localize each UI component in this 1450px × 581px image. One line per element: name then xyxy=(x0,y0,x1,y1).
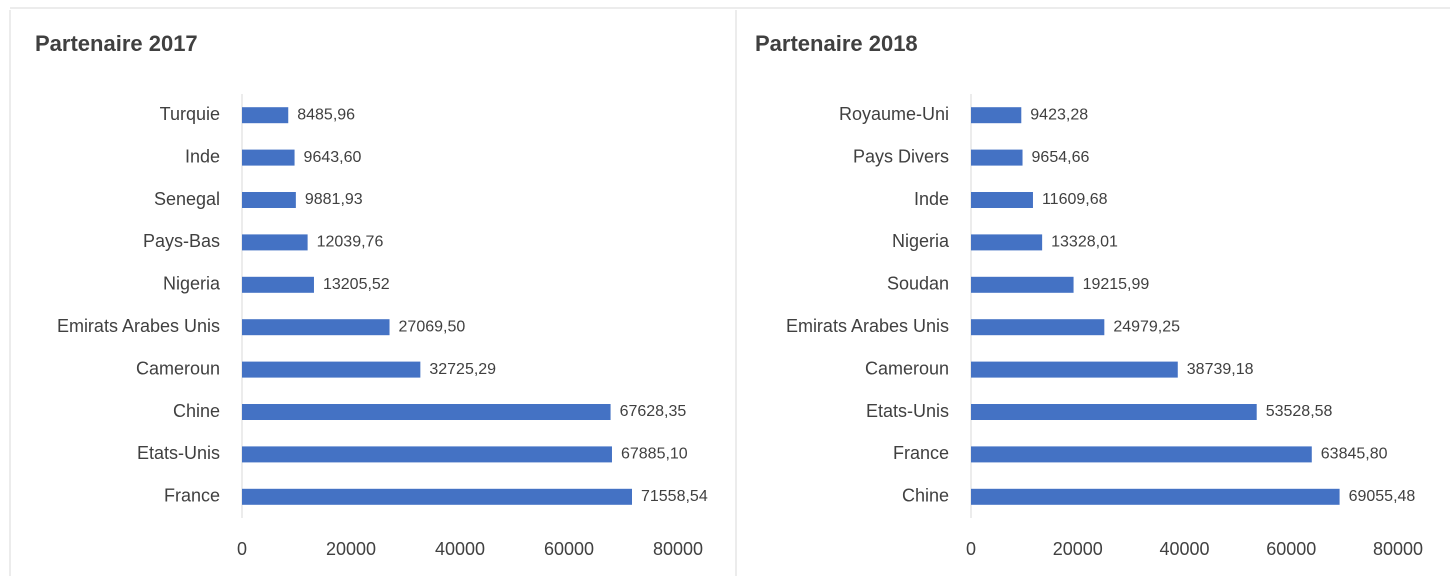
bar xyxy=(242,107,289,124)
y-tick-label: Etats-Unis xyxy=(866,401,949,421)
y-tick-label: France xyxy=(893,443,949,463)
bar xyxy=(971,404,1257,420)
data-label: 12039,76 xyxy=(317,234,384,251)
y-tick-label: Etats-Unis xyxy=(137,443,220,463)
y-tick-label: Inde xyxy=(185,146,220,166)
bar xyxy=(971,107,1022,124)
data-label: 69055,48 xyxy=(1349,488,1416,505)
data-label: 9643,60 xyxy=(304,149,362,166)
chart-title: Partenaire 2017 xyxy=(35,31,198,56)
y-tick-label: Chine xyxy=(173,401,220,421)
data-label: 38739,18 xyxy=(1187,361,1254,378)
y-tick-label: Royaume-Uni xyxy=(839,104,949,124)
x-tick-label: 40000 xyxy=(1159,539,1209,559)
data-label: 13205,52 xyxy=(323,276,390,293)
bar xyxy=(971,149,1023,166)
data-label: 67885,10 xyxy=(621,446,688,463)
bar xyxy=(971,234,1043,251)
data-label: 67628,35 xyxy=(620,403,687,420)
x-tick-label: 20000 xyxy=(326,539,376,559)
data-label: 32725,29 xyxy=(429,361,496,378)
bar xyxy=(971,276,1074,293)
x-tick-label: 60000 xyxy=(544,539,594,559)
x-tick-label: 40000 xyxy=(435,539,485,559)
data-label: 13328,01 xyxy=(1051,234,1118,251)
x-tick-label: 80000 xyxy=(653,539,703,559)
bar xyxy=(971,446,1312,463)
y-tick-label: Pays Divers xyxy=(853,146,949,166)
bar xyxy=(971,319,1105,336)
y-tick-label: Emirats Arabes Unis xyxy=(786,316,949,336)
bar xyxy=(242,192,296,208)
bar xyxy=(971,192,1033,208)
data-label: 19215,99 xyxy=(1083,276,1150,293)
bar xyxy=(242,488,632,505)
bar xyxy=(242,149,295,166)
bar xyxy=(242,446,612,463)
bar xyxy=(971,488,1340,505)
data-label: 11609,68 xyxy=(1042,191,1108,208)
bar xyxy=(971,361,1178,378)
y-tick-label: Soudan xyxy=(887,274,949,294)
y-tick-label: Nigeria xyxy=(163,274,221,294)
x-tick-label: 20000 xyxy=(1053,539,1103,559)
data-label: 9881,93 xyxy=(305,191,363,208)
data-label: 63845,80 xyxy=(1321,446,1388,463)
x-tick-label: 80000 xyxy=(1373,539,1423,559)
bar xyxy=(242,276,314,293)
y-tick-label: Cameroun xyxy=(136,358,220,378)
y-tick-label: France xyxy=(164,486,220,506)
x-tick-label: 0 xyxy=(237,539,247,559)
y-tick-label: Emirats Arabes Unis xyxy=(57,316,220,336)
data-label: 9654,66 xyxy=(1032,149,1090,166)
data-label: 9423,28 xyxy=(1030,106,1088,123)
y-tick-label: Nigeria xyxy=(892,231,950,251)
bar xyxy=(242,404,611,420)
bar xyxy=(242,361,421,378)
y-tick-label: Pays-Bas xyxy=(143,231,220,251)
x-tick-label: 0 xyxy=(966,539,976,559)
data-label: 24979,25 xyxy=(1113,318,1180,335)
bar xyxy=(242,319,390,336)
chart-title: Partenaire 2018 xyxy=(755,31,918,56)
y-tick-label: Senegal xyxy=(154,189,220,209)
data-label: 53528,58 xyxy=(1266,403,1333,420)
bar xyxy=(242,234,308,251)
data-label: 71558,54 xyxy=(641,488,708,505)
y-tick-label: Cameroun xyxy=(865,358,949,378)
y-tick-label: Chine xyxy=(902,486,949,506)
y-tick-label: Inde xyxy=(914,189,949,209)
data-label: 27069,50 xyxy=(399,318,466,335)
data-label: 8485,96 xyxy=(297,106,355,123)
x-tick-label: 60000 xyxy=(1266,539,1316,559)
y-tick-label: Turquie xyxy=(160,104,220,124)
